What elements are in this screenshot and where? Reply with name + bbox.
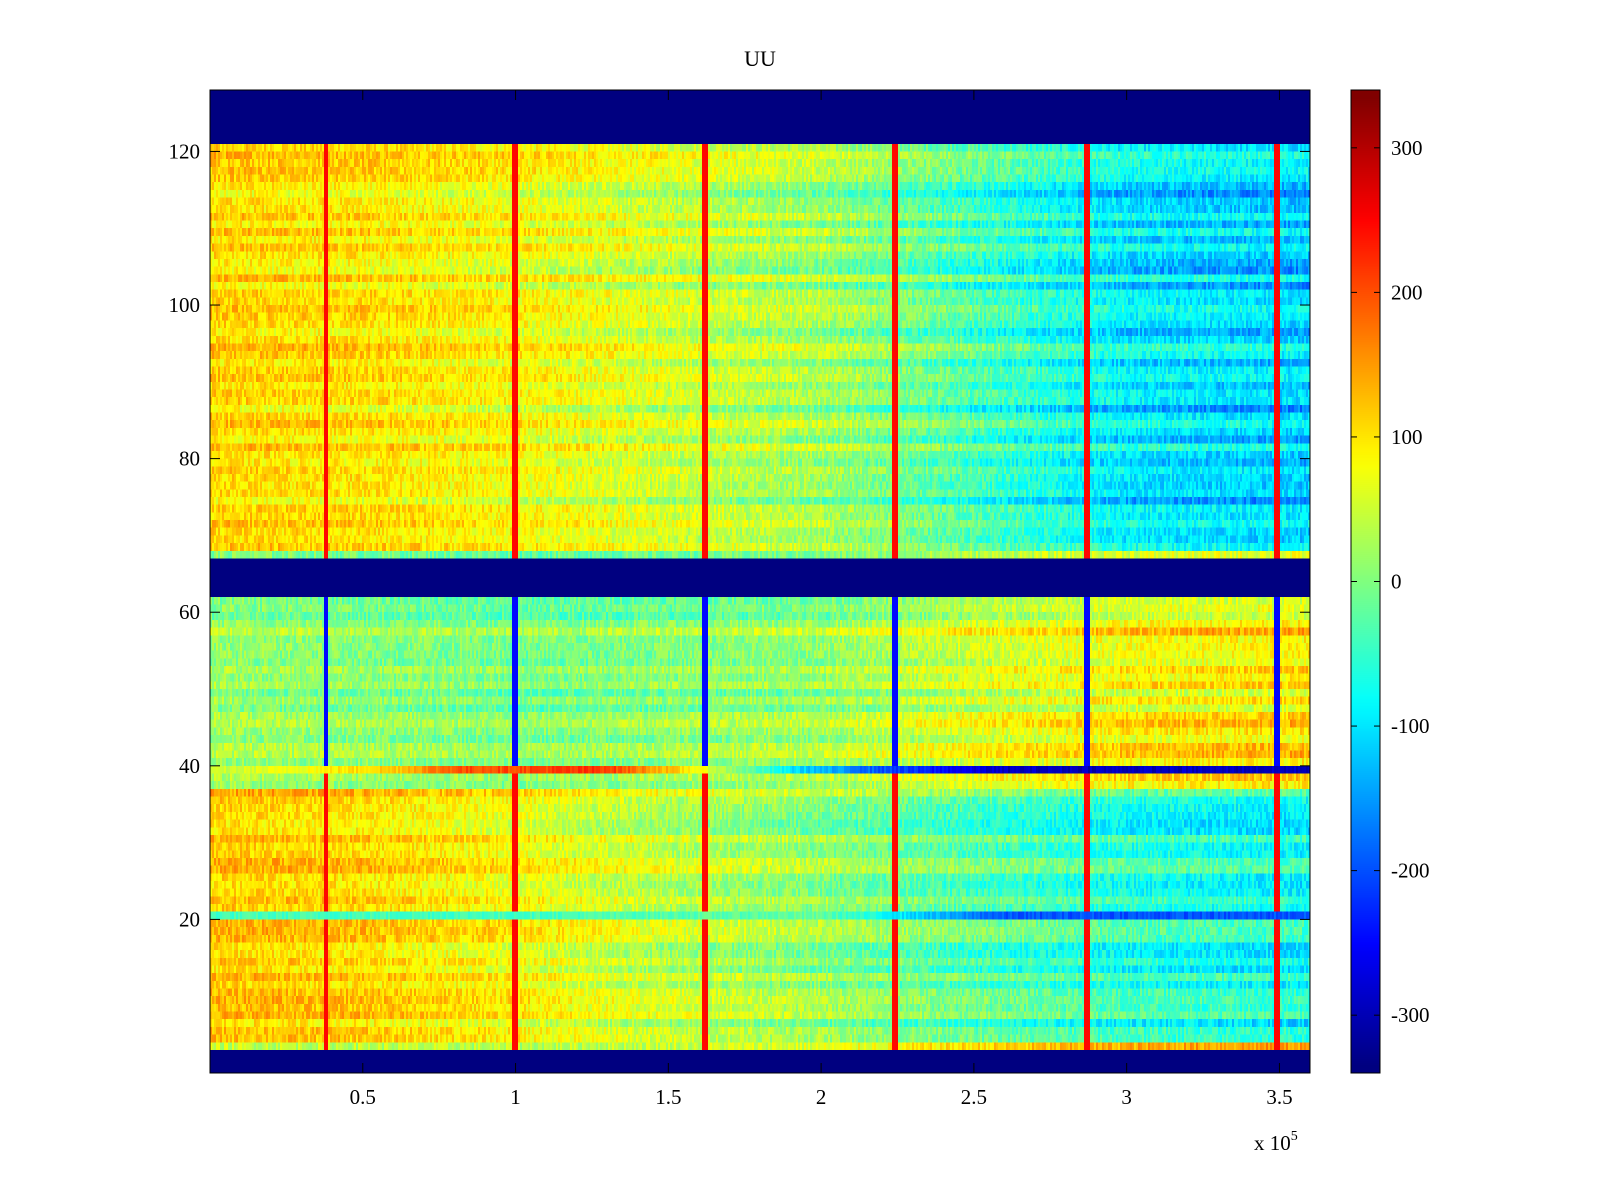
y-tick-label: 60 <box>179 600 200 624</box>
plot-frame <box>209 89 1311 1074</box>
colorbar-tick-label: 100 <box>1391 425 1423 449</box>
y-tick-label: 80 <box>179 447 200 471</box>
colorbar-axis: 300 200 100 0 -100 -200 -300 <box>1351 136 1430 1027</box>
x-tick-label: 0.5 <box>350 1085 376 1109</box>
colorbar-tick-label: 300 <box>1391 136 1423 160</box>
x-tick-label: 1 <box>510 1085 521 1109</box>
y-tick-label: 100 <box>169 293 201 317</box>
heatmap-image <box>210 90 1310 1073</box>
colorbar-tick-label: -300 <box>1391 1003 1430 1027</box>
colorbar-tick-label: -100 <box>1391 714 1430 738</box>
y-tick-label: 20 <box>179 907 200 931</box>
chart-title: UU <box>744 46 776 71</box>
x-multiplier-label: x 105 <box>1254 1129 1298 1155</box>
colorbar-tick-label: 200 <box>1391 280 1423 304</box>
x-tick-label: 2 <box>816 1085 827 1109</box>
colorbar-tick-label: 0 <box>1391 570 1402 594</box>
x-tick-label: 1.5 <box>655 1085 681 1109</box>
y-tick-label: 120 <box>169 139 201 163</box>
y-tick-label: 40 <box>179 754 200 778</box>
x-axis: 0.5 1 1.5 2 2.5 3 3.5 <box>350 90 1293 1109</box>
y-axis: 20 40 60 80 100 120 <box>169 139 1310 931</box>
x-tick-label: 2.5 <box>961 1085 987 1109</box>
x-tick-label: 3.5 <box>1266 1085 1292 1109</box>
x-tick-label: 3 <box>1121 1085 1132 1109</box>
colorbar-tick-label: -200 <box>1391 859 1430 883</box>
